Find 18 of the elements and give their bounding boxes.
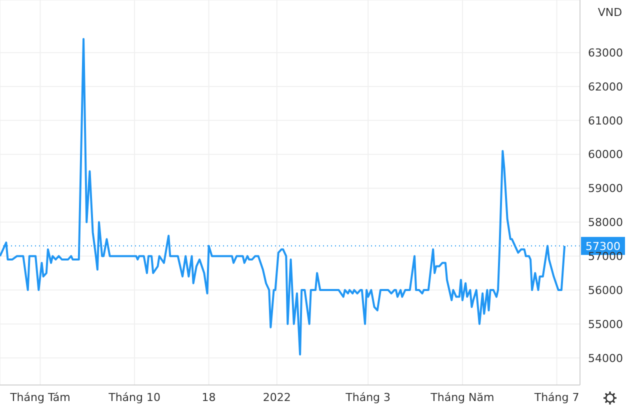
y-tick-label: 58000 bbox=[588, 216, 623, 230]
x-tick-label: Tháng Tám bbox=[9, 390, 70, 404]
y-tick-label: 62000 bbox=[588, 80, 623, 94]
x-tick-label: Tháng Năm bbox=[430, 390, 494, 404]
x-tick-label: 2022 bbox=[262, 390, 291, 404]
y-axis-title: VND bbox=[598, 6, 622, 19]
y-tick-label: 61000 bbox=[588, 114, 623, 128]
x-tick-label: Tháng 3 bbox=[344, 390, 391, 404]
x-tick-label: 18 bbox=[202, 390, 216, 404]
y-tick-label: 60000 bbox=[588, 148, 623, 162]
x-tick-label: Tháng 7 bbox=[533, 390, 580, 404]
x-tick-label: Tháng 10 bbox=[108, 390, 161, 404]
y-tick-label: 55000 bbox=[588, 318, 623, 331]
ref-line-label: 57300 bbox=[586, 240, 620, 253]
y-tick-label: 63000 bbox=[588, 46, 623, 60]
y-tick-label: 56000 bbox=[588, 284, 623, 297]
y-tick-label: 59000 bbox=[588, 182, 623, 196]
y-tick-label: 54000 bbox=[588, 352, 623, 365]
